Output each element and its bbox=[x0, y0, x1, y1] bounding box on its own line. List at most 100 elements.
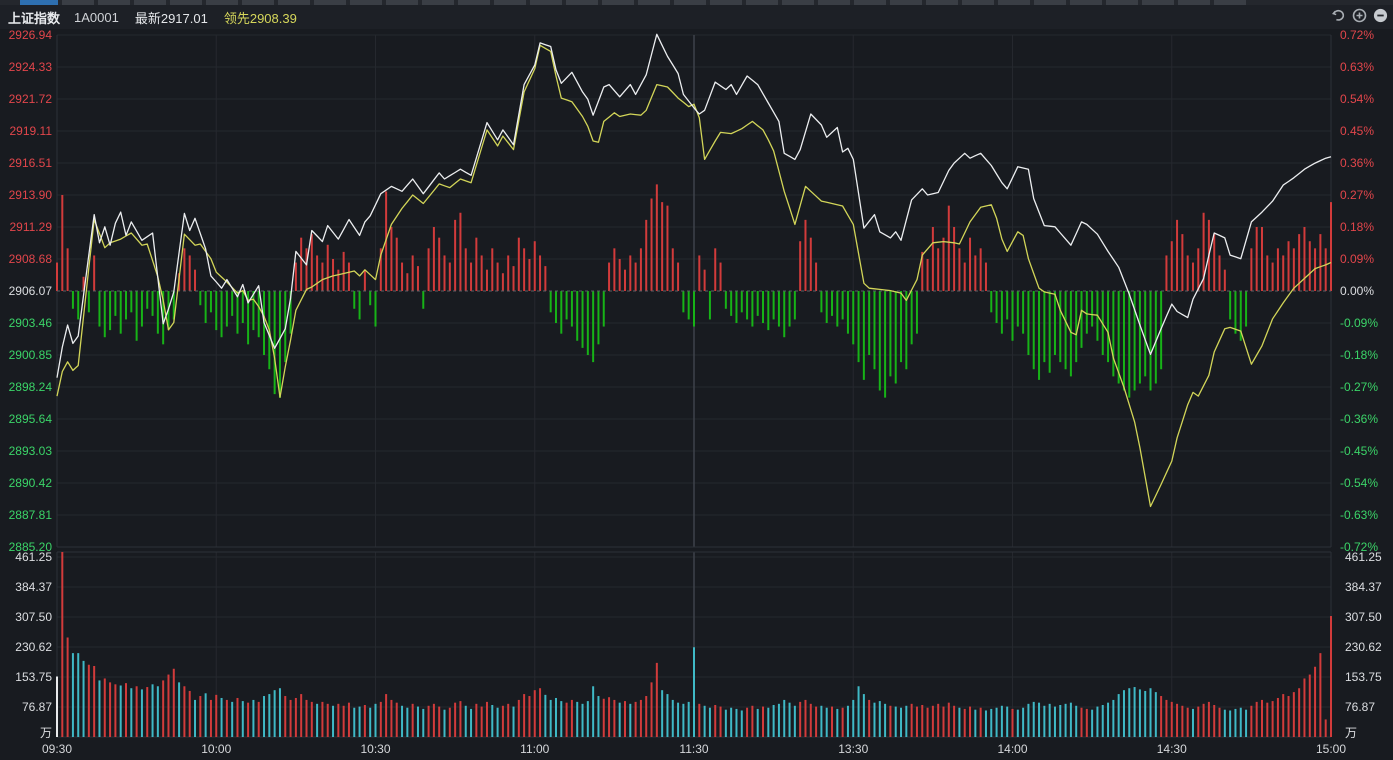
index-name: 上证指数 bbox=[8, 10, 61, 26]
index-header-bar: 上证指数 1A0001 最新2917.01 领先2908.39 bbox=[0, 5, 1393, 29]
top-tab[interactable] bbox=[566, 0, 598, 5]
top-tab[interactable] bbox=[1034, 0, 1066, 5]
percent-axis-label: 0.45% bbox=[1340, 124, 1375, 138]
top-tab[interactable] bbox=[1214, 0, 1246, 5]
top-tab[interactable] bbox=[854, 0, 886, 5]
price-axis-label: 2926.94 bbox=[8, 28, 52, 42]
top-tab[interactable] bbox=[530, 0, 562, 5]
price-axis-label: 2919.11 bbox=[9, 124, 53, 138]
price-axis-label: 2924.33 bbox=[8, 60, 52, 74]
volume-unit-label: 万 bbox=[39, 726, 52, 740]
top-tab[interactable] bbox=[242, 0, 274, 5]
percent-axis-label: 0.54% bbox=[1340, 92, 1375, 106]
volume-axis-label: 153.75 bbox=[15, 670, 52, 684]
time-axis-label: 15:00 bbox=[1315, 742, 1347, 756]
top-tab[interactable] bbox=[1178, 0, 1210, 5]
index-code: 1A0001 bbox=[74, 9, 119, 25]
volume-axis-label: 230.62 bbox=[15, 640, 52, 654]
top-tab[interactable] bbox=[926, 0, 958, 5]
percent-axis-label: 0.36% bbox=[1340, 156, 1375, 170]
volume-axis-label: 307.50 bbox=[15, 610, 52, 624]
percent-axis-label: 0.63% bbox=[1340, 60, 1375, 74]
top-tab[interactable] bbox=[710, 0, 742, 5]
top-tab[interactable] bbox=[494, 0, 526, 5]
percent-axis-label: -0.54% bbox=[1340, 476, 1379, 490]
top-tab[interactable] bbox=[1106, 0, 1138, 5]
lead-value-text: 领先2908.39 bbox=[223, 10, 297, 26]
time-axis-label: 11:30 bbox=[679, 742, 709, 756]
top-tab[interactable] bbox=[890, 0, 922, 5]
price-axis-label: 2908.68 bbox=[8, 252, 52, 266]
header-icon-group bbox=[1329, 6, 1389, 24]
top-tab[interactable] bbox=[602, 0, 634, 5]
percent-axis-label: 0.27% bbox=[1340, 188, 1375, 202]
price-axis-label: 2913.90 bbox=[8, 188, 52, 202]
price-axis-label: 2911.29 bbox=[9, 220, 53, 234]
top-tab[interactable] bbox=[998, 0, 1030, 5]
top-tab[interactable] bbox=[134, 0, 166, 5]
percent-axis-label: -0.63% bbox=[1340, 508, 1379, 522]
top-tab[interactable] bbox=[818, 0, 850, 5]
volume-axis-label: 230.62 bbox=[1345, 640, 1382, 654]
percent-axis-label: -0.36% bbox=[1340, 412, 1379, 426]
top-tab[interactable] bbox=[170, 0, 202, 5]
price-axis-label: 2900.85 bbox=[8, 348, 52, 362]
top-tab[interactable] bbox=[314, 0, 346, 5]
top-tab[interactable] bbox=[278, 0, 310, 5]
price-axis-label: 2885.20 bbox=[8, 540, 52, 554]
top-tab[interactable] bbox=[206, 0, 238, 5]
top-tab[interactable] bbox=[1070, 0, 1102, 5]
price-axis-label: 2921.72 bbox=[8, 92, 52, 106]
top-tab[interactable] bbox=[782, 0, 814, 5]
undo-icon[interactable] bbox=[1329, 6, 1347, 24]
volume-axis-label: 461.25 bbox=[1345, 550, 1382, 564]
zoom-out-icon[interactable] bbox=[1371, 6, 1389, 24]
top-tab[interactable] bbox=[746, 0, 778, 5]
percent-axis-label: -0.18% bbox=[1340, 348, 1379, 362]
percent-axis-label: 0.00% bbox=[1340, 284, 1375, 298]
price-axis-label: 2893.03 bbox=[8, 444, 52, 458]
top-tab[interactable] bbox=[350, 0, 382, 5]
top-tab-strip bbox=[0, 0, 1393, 5]
volume-axis-label: 153.75 bbox=[1345, 670, 1382, 684]
top-tab[interactable] bbox=[98, 0, 130, 5]
top-tab[interactable] bbox=[458, 0, 490, 5]
price-axis-label: 2895.64 bbox=[8, 412, 52, 426]
volume-unit-label: 万 bbox=[1345, 726, 1358, 740]
price-axis-label: 2906.07 bbox=[8, 284, 52, 298]
top-tab[interactable] bbox=[62, 0, 94, 5]
price-axis-label: 2903.46 bbox=[8, 316, 52, 330]
percent-axis-label: 0.72% bbox=[1340, 28, 1375, 42]
top-tab[interactable] bbox=[638, 0, 670, 5]
percent-axis-label: -0.27% bbox=[1340, 380, 1379, 394]
time-axis-label: 10:30 bbox=[360, 742, 391, 756]
top-tab[interactable] bbox=[1142, 0, 1174, 5]
last-price-text: 最新2917.01 bbox=[134, 10, 208, 26]
volume-axis-label: 76.87 bbox=[1345, 700, 1376, 714]
top-tab[interactable] bbox=[674, 0, 706, 5]
top-tab[interactable] bbox=[422, 0, 454, 5]
volume-axis-label: 461.25 bbox=[15, 550, 52, 564]
time-axis-label: 14:00 bbox=[997, 742, 1028, 756]
price-axis-label: 2887.81 bbox=[8, 508, 52, 522]
price-axis-label: 2890.42 bbox=[8, 476, 52, 490]
top-tab[interactable] bbox=[962, 0, 994, 5]
time-axis-label: 10:00 bbox=[201, 742, 232, 756]
zoom-in-icon[interactable] bbox=[1350, 6, 1368, 24]
volume-axis-label: 384.37 bbox=[1345, 580, 1382, 594]
price-axis-label: 2916.51 bbox=[8, 156, 52, 170]
percent-axis-label: -0.72% bbox=[1340, 540, 1379, 554]
top-tab[interactable] bbox=[386, 0, 418, 5]
percent-axis-label: -0.09% bbox=[1340, 316, 1379, 330]
top-tab[interactable] bbox=[20, 0, 58, 5]
volume-axis-label: 384.37 bbox=[15, 580, 52, 594]
time-axis-label: 11:00 bbox=[520, 742, 550, 756]
price-axis-label: 2898.24 bbox=[8, 380, 52, 394]
percent-axis-label: -0.45% bbox=[1340, 444, 1379, 458]
percent-axis-label: 0.09% bbox=[1340, 252, 1375, 266]
time-axis-label: 13:30 bbox=[838, 742, 869, 756]
volume-axis-label: 307.50 bbox=[1345, 610, 1382, 624]
percent-axis-label: 0.18% bbox=[1340, 220, 1375, 234]
